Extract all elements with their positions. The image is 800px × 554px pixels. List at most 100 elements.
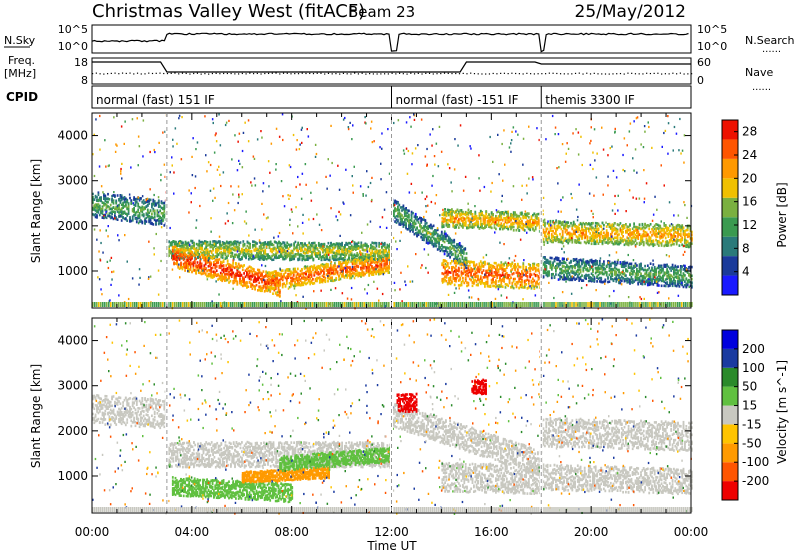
data-cell [316, 255, 319, 258]
data-cell [259, 289, 262, 292]
data-cell [199, 250, 202, 254]
data-cell [346, 247, 349, 251]
data-cell [352, 257, 354, 260]
data-cell [168, 249, 170, 253]
data-cell [181, 266, 184, 269]
nave-dot [110, 72, 112, 75]
data-cell [342, 246, 345, 249]
data-cell [209, 256, 212, 260]
data-cell [140, 209, 142, 213]
nave-dot [125, 72, 127, 75]
data-cell [265, 289, 267, 292]
data-cell [184, 243, 187, 247]
data-cell [246, 281, 248, 284]
nave-dot [245, 73, 247, 75]
data-cell [174, 254, 177, 258]
nave-dot [687, 73, 689, 75]
data-cell [97, 203, 100, 206]
data-cell [239, 281, 241, 285]
data-cell [203, 264, 206, 267]
data-cell [283, 243, 286, 246]
data-cell [130, 201, 133, 205]
data-cell [112, 206, 115, 209]
data-cell [294, 255, 297, 258]
data-cell [357, 245, 360, 248]
data-cell [112, 202, 115, 205]
data-cell [344, 256, 346, 259]
data-cell [417, 221, 420, 224]
data-cell [525, 283, 527, 286]
data-cell [508, 281, 511, 285]
data-cell [331, 243, 334, 246]
data-cell [208, 261, 211, 265]
data-cell [361, 248, 364, 252]
data-cell [188, 257, 191, 261]
nave-dot [451, 72, 453, 75]
data-cell [527, 279, 530, 283]
data-cell [224, 257, 227, 260]
data-cell [265, 257, 268, 261]
data-cell [176, 256, 178, 259]
data-cell [326, 245, 328, 248]
data-cell [295, 244, 298, 247]
data-cell [214, 242, 217, 246]
data-cell [286, 246, 289, 249]
data-cell [123, 205, 126, 208]
nave-dot [608, 73, 610, 75]
data-cell [230, 249, 232, 252]
data-cell [349, 250, 352, 254]
data-cell [151, 216, 153, 219]
data-cell [187, 266, 189, 270]
data-cell [195, 242, 198, 246]
data-cell [448, 266, 451, 269]
data-cell [280, 247, 283, 251]
data-cell [115, 217, 118, 221]
data-cell [254, 278, 256, 282]
data-cell [327, 263, 329, 266]
data-cell [205, 251, 208, 254]
data-cell [119, 201, 122, 204]
data-cell [146, 215, 149, 218]
data-cell [157, 222, 160, 226]
data-cell [530, 273, 533, 276]
data-cell [339, 242, 342, 246]
data-cell [200, 264, 203, 267]
data-cell [177, 265, 180, 269]
data-cell [457, 226, 460, 229]
data-cell [467, 274, 470, 278]
data-cell [305, 258, 308, 261]
data-cell [251, 273, 254, 276]
data-cell [169, 243, 172, 247]
data-cell [163, 210, 166, 213]
data-cell [210, 270, 213, 273]
data-cell [311, 254, 313, 257]
data-cell [240, 279, 243, 283]
data-cell [109, 203, 112, 207]
data-cell [412, 228, 414, 232]
data-cell [382, 243, 385, 246]
data-cell [461, 255, 464, 258]
nave-dot [530, 73, 532, 75]
data-cell [201, 245, 203, 248]
nave-dot [511, 72, 513, 74]
nave-dot [193, 72, 195, 75]
data-cell [291, 255, 294, 258]
data-cell [525, 265, 527, 269]
nave-dot [185, 72, 187, 75]
data-cell [282, 250, 284, 254]
data-cell [249, 244, 251, 248]
data-cell [135, 200, 138, 204]
data-cell [120, 203, 123, 207]
data-cell [146, 200, 149, 203]
data-cell [111, 216, 113, 219]
data-cell [156, 201, 159, 205]
data-cell [235, 240, 238, 244]
data-cell [197, 251, 199, 254]
data-cell [392, 212, 395, 216]
data-cell [310, 270, 313, 274]
data-cell [238, 244, 241, 247]
data-cell [241, 280, 244, 283]
data-cell [300, 254, 302, 257]
data-cell [533, 262, 536, 266]
data-cell [188, 249, 191, 253]
